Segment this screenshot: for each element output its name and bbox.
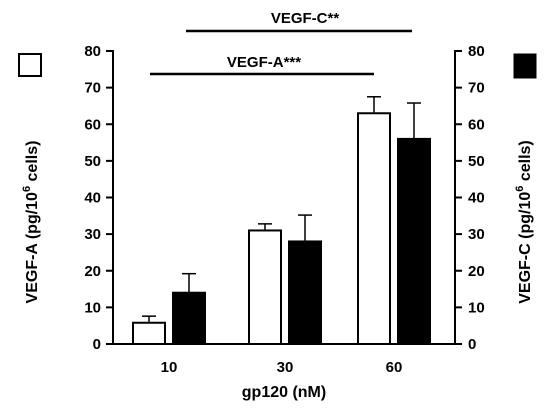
x-tick-label: 10 [161,359,178,376]
x-tick-labels: 10 30 60 [161,359,403,376]
right-tick-label: 40 [468,190,485,207]
bar-vegf-c [397,137,431,345]
x-tick-label: 60 [386,359,403,376]
legend-swatch-vegf-a [18,53,42,77]
right-tick-label: 60 [468,116,485,133]
left-y-ticks: 0 10 20 30 40 50 60 70 80 [84,43,113,353]
significance-label-vegf-c: VEGF-C** [271,10,340,27]
right-y-ticks: 0 10 20 30 40 50 60 70 80 [455,43,485,353]
x-tick-label: 30 [277,359,294,376]
left-tick-label: 60 [84,116,101,133]
bar-series [132,96,431,346]
bar-vegf-a [132,321,166,346]
significance-label-vegf-a: VEGF-A*** [227,54,301,71]
right-tick-label: 20 [468,263,485,280]
bar-vegf-c [288,240,322,345]
right-tick-label: 70 [468,80,485,97]
left-tick-label: 80 [84,43,101,60]
left-tick-label: 20 [84,263,101,280]
right-tick-label: 30 [468,226,485,243]
left-tick-label: 70 [84,80,101,97]
bar-vegf-c [172,291,206,346]
left-tick-label: 50 [84,153,101,170]
left-tick-label: 40 [84,190,101,207]
right-tick-label: 10 [468,299,485,316]
right-tick-label: 80 [468,43,485,60]
bar-vegf-a [248,229,282,345]
x-axis-title: gp120 (nM) [242,384,326,401]
left-tick-label: 0 [93,336,101,353]
legend-swatch-vegf-c [513,53,537,79]
bar-vegf-a [357,112,391,345]
y-axis-title-right: VEGF-C (pg/106 cells) [514,140,534,304]
left-tick-label: 30 [84,226,101,243]
right-tick-label: 0 [468,336,476,353]
significance-brackets: VEGF-C** VEGF-A*** [150,10,412,76]
left-tick-label: 10 [84,299,101,316]
y-axis-title-left: VEGF-A (pg/106 cells) [21,141,41,304]
right-tick-label: 50 [468,153,485,170]
